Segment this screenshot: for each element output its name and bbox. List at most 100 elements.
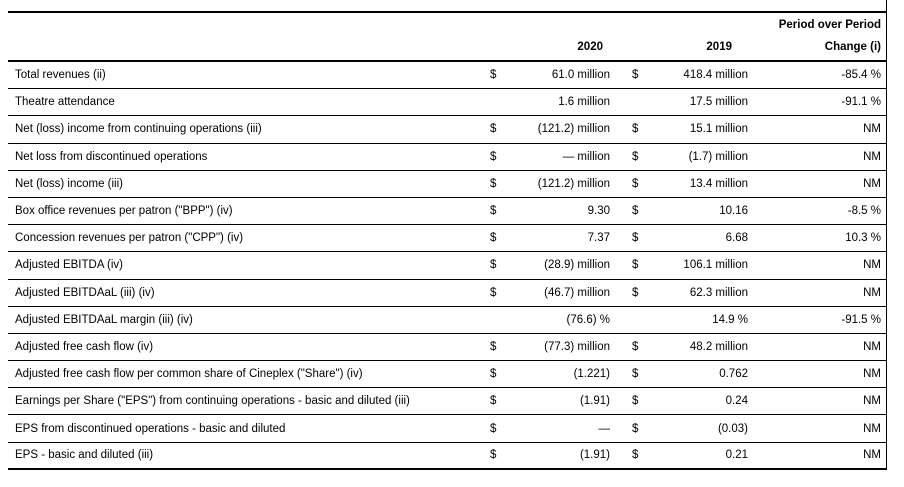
value-2019-cell: 106.1 million [683,259,748,272]
value-2020-cell: (76.6) % [566,313,610,326]
table-row: Concession revenues per patron ("CPP") (… [8,225,887,253]
value-2019-cell: 62.3 million [689,286,748,299]
value-2020-cell: 9.30 [587,205,610,218]
table-row: Box office revenues per patron ("BPP") (… [8,198,887,226]
currency-2020-cell: $ [490,205,497,218]
currency-2019-cell: $ [632,340,639,353]
currency-2020-cell: $ [490,232,497,245]
change-cell: NM [863,123,881,136]
row-label: Adjusted EBITDA (iv) [15,259,124,272]
change-cell: NM [863,449,881,462]
value-2020-cell: — [598,422,611,435]
change-cell: NM [863,368,881,381]
row-label: Adjusted free cash flow (iv) [15,340,154,353]
change-cell: NM [863,422,881,435]
value-2020-cell: (121.2) million [537,177,610,190]
currency-2020-cell: $ [490,286,497,299]
table-row: Adjusted free cash flow (iv) $ (77.3) mi… [8,334,887,362]
currency-2020-cell: $ [490,150,497,163]
row-label: Adjusted free cash flow per common share… [15,368,363,381]
value-2019-cell: 48.2 million [689,340,748,353]
table-right-border [886,0,887,470]
change-cell: NM [863,177,881,190]
value-2020-cell: 1.6 million [558,96,610,109]
table-row: Net (loss) income (iii) $ (121.2) millio… [8,171,887,198]
value-2019-cell: 0.21 [725,449,748,462]
value-2020-cell: (1.91) [579,395,610,408]
value-2020-cell: (28.9) million [544,259,610,272]
table-row: EPS from discontinued operations - basic… [8,415,887,443]
row-label: Net (loss) income from continuing operat… [15,123,262,136]
value-2019-cell: 17.5 million [689,96,748,109]
change-cell: -85.4 % [841,69,881,82]
change-cell: NM [863,395,881,408]
value-2020-cell: (121.2) million [537,123,610,136]
value-2019-cell: 14.9 % [712,313,748,326]
value-2020-cell: 7.37 [587,232,610,245]
row-label: Box office revenues per patron ("BPP") (… [15,205,233,218]
row-label: Net loss from discontinued operations [15,150,208,163]
currency-2019-cell: $ [632,150,639,163]
value-2019-cell: (1.7) million [688,150,748,163]
period-over-period-header: Period over Period [778,19,881,31]
currency-2020-cell: $ [490,395,497,408]
currency-2020-cell: $ [490,422,497,435]
column-header-2019: 2019 [706,41,732,53]
value-2019-cell: 418.4 million [683,69,748,82]
column-header-change: Change (i) [824,41,881,53]
row-label: Earnings per Share ("EPS") from continui… [15,395,410,408]
currency-2019-cell: $ [632,123,639,136]
table-row: Net loss from discontinued operations $ … [8,144,887,171]
currency-2020-cell: $ [490,123,497,136]
currency-2019-cell: $ [632,449,639,462]
value-2019-cell: 0.762 [719,368,748,381]
table-row: Adjusted EBITDAaL margin (iii) (iv) (76.… [8,307,887,334]
table-header: Period over Period 2020 2019 Change (i) [8,13,887,62]
value-2020-cell: (1.91) [579,449,610,462]
financial-summary-table: Period over Period 2020 2019 Change (i) … [8,11,887,470]
table-row: EPS - basic and diluted (iii) $ (1.91) $… [8,443,887,470]
currency-2019-cell: $ [632,395,639,408]
value-2020-cell: — million [562,150,610,163]
row-label: Net (loss) income (iii) [15,177,123,190]
currency-2019-cell: $ [632,422,639,435]
table-row: Theatre attendance 1.6 million 17.5 mill… [8,89,887,117]
row-label: Adjusted EBITDAaL margin (iii) (iv) [15,313,193,326]
currency-2019-cell: $ [632,205,639,218]
table-row: Adjusted free cash flow per common share… [8,361,887,389]
value-2019-cell: 13.4 million [689,177,748,190]
value-2019-cell: 0.24 [725,395,748,408]
change-cell: NM [863,286,881,299]
value-2020-cell: (46.7) million [544,286,610,299]
currency-2020-cell: $ [490,449,497,462]
column-header-2020: 2020 [577,41,603,53]
currency-2019-cell: $ [632,69,639,82]
currency-2020-cell: $ [490,259,497,272]
currency-2020-cell: $ [490,177,497,190]
change-cell: -91.1 % [841,96,881,109]
change-cell: -8.5 % [847,205,881,218]
value-2020-cell: (1.221) [573,368,610,381]
change-cell: NM [863,340,881,353]
table-row: Net (loss) income from continuing operat… [8,116,887,144]
row-label: Adjusted EBITDAaL (iii) (iv) [15,286,155,299]
row-label: Theatre attendance [15,96,115,109]
column-headers-row: 2020 2019 Change (i) [8,40,887,54]
change-cell: NM [863,150,881,163]
currency-2019-cell: $ [632,286,639,299]
value-2020-cell: 61.0 million [551,69,610,82]
row-label: Concession revenues per patron ("CPP") (… [15,232,244,245]
value-2019-cell: 15.1 million [689,123,748,136]
currency-2019-cell: $ [632,177,639,190]
value-2019-cell: 10.16 [719,205,748,218]
table-body: Total revenues (ii) $ 61.0 million $ 418… [8,62,887,470]
change-cell: -91.5 % [841,313,881,326]
table-row: Total revenues (ii) $ 61.0 million $ 418… [8,62,887,90]
currency-2019-cell: $ [632,232,639,245]
change-cell: 10.3 % [845,232,881,245]
currency-2020-cell: $ [490,340,497,353]
value-2020-cell: (77.3) million [544,340,610,353]
table-row: Adjusted EBITDA (iv) $ (28.9) million $ … [8,252,887,280]
row-label: EPS from discontinued operations - basic… [15,422,286,435]
